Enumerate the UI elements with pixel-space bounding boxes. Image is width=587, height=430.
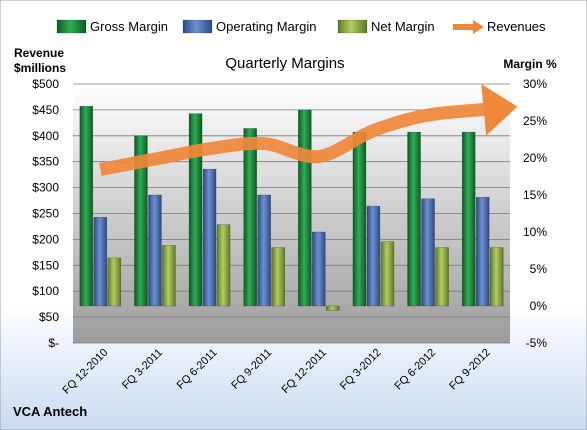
right-tick-label: 5%	[530, 262, 548, 276]
bar-operating-margin	[366, 205, 381, 307]
bar-operating-margin	[421, 198, 435, 307]
left-tick-label: $150	[32, 258, 59, 272]
right-axis-ticks: -5% 0% 5% 10% 15% 20% 25% 30%	[523, 77, 547, 350]
bar-net-margin	[326, 305, 340, 311]
revenue-line-path	[99, 83, 518, 176]
right-tick-label: 30%	[523, 77, 547, 91]
bar-operating-margin	[312, 231, 326, 307]
legend-label: Revenues	[487, 19, 546, 34]
bar-operating-margin	[475, 196, 490, 307]
right-tick-label: 20%	[523, 151, 547, 165]
bar-gross-margin	[461, 131, 476, 307]
right-tick-label: 10%	[523, 225, 547, 239]
bar-operating-margin	[148, 194, 162, 307]
left-tick-label: $500	[32, 77, 59, 91]
bar-net-margin	[107, 257, 122, 307]
bar-net-margin	[380, 241, 395, 307]
left-tick-label: $300	[32, 181, 59, 195]
left-tick-label: $400	[32, 129, 59, 143]
legend-swatch	[473, 20, 484, 34]
company-name: VCA Antech	[13, 404, 87, 419]
left-tick-label: $250	[32, 207, 59, 221]
legend-swatch	[337, 19, 368, 34]
legend-label: Operating Margin	[216, 19, 316, 34]
legend-label: Gross Margin	[90, 19, 168, 34]
bar-net-margin	[216, 224, 231, 307]
bars	[79, 105, 504, 311]
right-tick-label: 25%	[523, 114, 547, 128]
left-tick-label: $450	[32, 103, 59, 117]
legend-swatch	[56, 19, 87, 34]
bar-gross-margin	[352, 131, 367, 307]
revenue-line	[99, 83, 518, 176]
left-axis-label-line1: Revenue	[14, 46, 64, 60]
right-tick-label: 0%	[530, 299, 548, 313]
left-axis-label-line2: $millions	[14, 61, 66, 75]
bar-gross-margin	[298, 109, 312, 307]
legend-swatch	[182, 19, 213, 34]
left-axis-ticks: $- $50 $100 $150 $200 $250 $300 $350 $400 $450 $50…	[32, 77, 59, 350]
bar-operating-margin	[202, 168, 217, 307]
legend-label: Net Margin	[371, 19, 435, 34]
bar-operating-margin	[257, 194, 271, 307]
bar-gross-margin	[243, 128, 257, 307]
legend: Gross Margin Operating Margin Net Margin Re…	[56, 19, 546, 34]
left-tick-label: $50	[39, 310, 59, 324]
left-tick-label: $350	[32, 155, 59, 169]
bar-net-margin	[435, 247, 449, 307]
right-axis-label: Margin %	[503, 57, 557, 71]
bar-net-margin	[162, 245, 176, 307]
bar-gross-margin	[188, 113, 203, 307]
bar-gross-margin	[407, 131, 421, 307]
bar-net-margin	[271, 247, 285, 307]
chart-title: Quarterly Margins	[225, 55, 344, 72]
bar-gross-margin	[79, 105, 94, 307]
bar-gross-margin	[134, 135, 148, 307]
left-tick-label: $200	[32, 232, 59, 246]
right-tick-label: -5%	[526, 336, 548, 350]
bar-net-margin	[489, 247, 504, 307]
left-tick-label: $-	[48, 336, 59, 350]
bar-operating-margin	[93, 216, 108, 307]
left-tick-label: $100	[32, 284, 59, 298]
right-tick-label: 15%	[523, 188, 547, 202]
